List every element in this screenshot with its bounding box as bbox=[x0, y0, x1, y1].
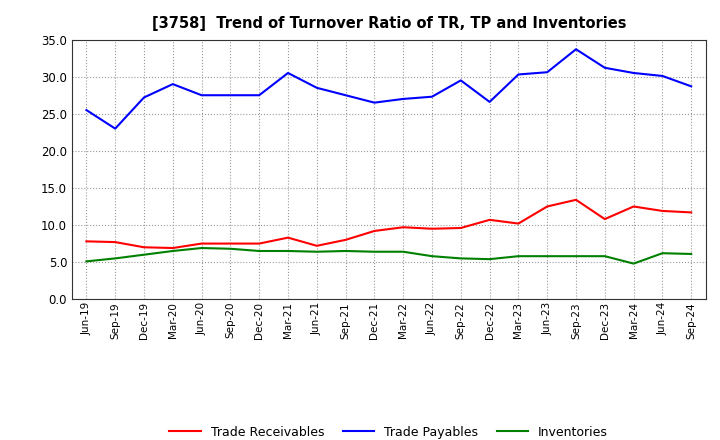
Inventories bbox=[197, 246, 206, 251]
Inventories bbox=[629, 261, 638, 266]
Trade Receivables bbox=[629, 204, 638, 209]
Trade Payables bbox=[543, 70, 552, 75]
Trade Receivables bbox=[111, 239, 120, 245]
Trade Receivables bbox=[197, 241, 206, 246]
Inventories bbox=[600, 253, 609, 259]
Inventories bbox=[168, 248, 177, 253]
Trade Receivables bbox=[82, 239, 91, 244]
Line: Inventories: Inventories bbox=[86, 248, 691, 264]
Trade Payables bbox=[629, 70, 638, 76]
Trade Payables bbox=[111, 126, 120, 131]
Inventories bbox=[514, 253, 523, 259]
Trade Payables bbox=[572, 47, 580, 52]
Inventories bbox=[543, 253, 552, 259]
Trade Receivables bbox=[687, 210, 696, 215]
Trade Payables bbox=[687, 84, 696, 89]
Trade Receivables bbox=[485, 217, 494, 223]
Inventories bbox=[428, 253, 436, 259]
Trade Payables bbox=[168, 81, 177, 87]
Legend: Trade Receivables, Trade Payables, Inventories: Trade Receivables, Trade Payables, Inven… bbox=[164, 421, 613, 440]
Title: [3758]  Trend of Turnover Ratio of TR, TP and Inventories: [3758] Trend of Turnover Ratio of TR, TP… bbox=[151, 16, 626, 32]
Trade Payables bbox=[456, 78, 465, 83]
Trade Payables bbox=[312, 85, 321, 91]
Trade Receivables bbox=[572, 197, 580, 202]
Inventories bbox=[226, 246, 235, 251]
Trade Payables bbox=[600, 65, 609, 70]
Trade Receivables bbox=[341, 237, 350, 242]
Trade Receivables bbox=[456, 225, 465, 231]
Inventories bbox=[456, 256, 465, 261]
Trade Payables bbox=[140, 95, 148, 100]
Inventories bbox=[399, 249, 408, 254]
Trade Payables bbox=[485, 99, 494, 105]
Trade Receivables bbox=[514, 221, 523, 226]
Trade Payables bbox=[514, 72, 523, 77]
Trade Receivables bbox=[658, 208, 667, 213]
Trade Receivables bbox=[312, 243, 321, 249]
Inventories bbox=[658, 250, 667, 256]
Inventories bbox=[572, 253, 580, 259]
Inventories bbox=[485, 257, 494, 262]
Inventories bbox=[687, 251, 696, 257]
Trade Payables bbox=[370, 100, 379, 105]
Inventories bbox=[111, 256, 120, 261]
Trade Payables bbox=[399, 96, 408, 102]
Trade Receivables bbox=[140, 245, 148, 250]
Inventories bbox=[140, 252, 148, 257]
Trade Payables bbox=[226, 92, 235, 98]
Trade Payables bbox=[284, 70, 292, 76]
Trade Payables bbox=[82, 107, 91, 113]
Trade Receivables bbox=[255, 241, 264, 246]
Inventories bbox=[284, 248, 292, 253]
Trade Receivables bbox=[428, 226, 436, 231]
Trade Payables bbox=[341, 92, 350, 98]
Trade Receivables bbox=[168, 246, 177, 251]
Trade Receivables bbox=[399, 224, 408, 230]
Inventories bbox=[341, 248, 350, 253]
Inventories bbox=[312, 249, 321, 254]
Inventories bbox=[255, 248, 264, 253]
Trade Payables bbox=[658, 73, 667, 79]
Trade Payables bbox=[428, 94, 436, 99]
Trade Payables bbox=[197, 92, 206, 98]
Trade Receivables bbox=[284, 235, 292, 240]
Trade Receivables bbox=[543, 204, 552, 209]
Trade Receivables bbox=[226, 241, 235, 246]
Inventories bbox=[82, 259, 91, 264]
Line: Trade Payables: Trade Payables bbox=[86, 49, 691, 128]
Trade Payables bbox=[255, 92, 264, 98]
Line: Trade Receivables: Trade Receivables bbox=[86, 200, 691, 248]
Trade Receivables bbox=[370, 228, 379, 234]
Trade Receivables bbox=[600, 216, 609, 222]
Inventories bbox=[370, 249, 379, 254]
